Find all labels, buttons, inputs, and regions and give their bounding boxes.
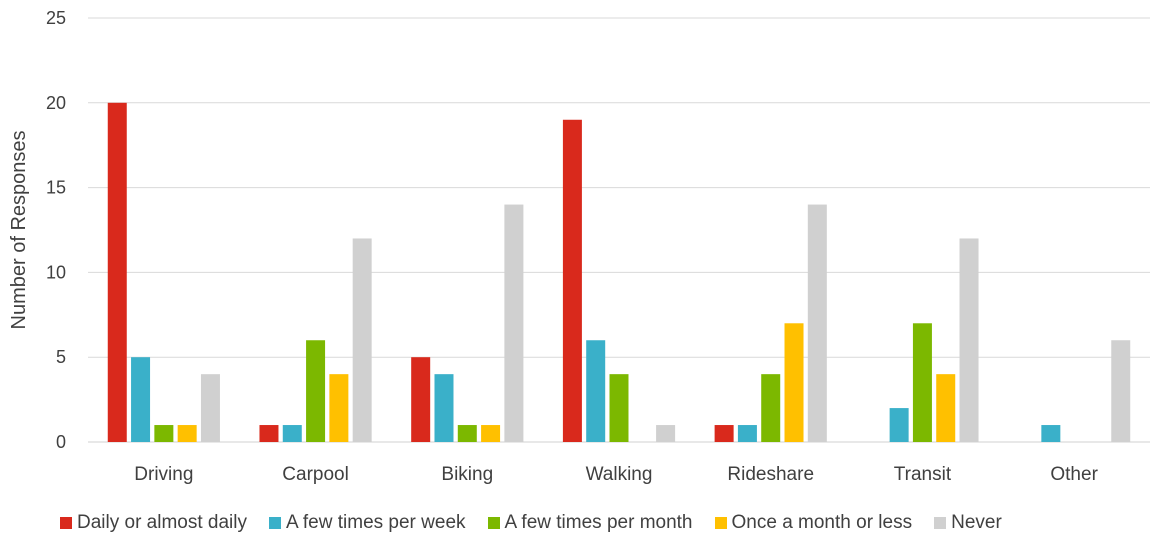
- legend-swatch: [714, 517, 727, 529]
- legend-swatch: [487, 517, 500, 529]
- bar-carpool-series-4: [329, 374, 349, 442]
- bar-driving-series-4: [177, 425, 197, 442]
- x-tick-label: Biking: [441, 464, 493, 485]
- y-axis-title: Number of Responses: [8, 131, 30, 330]
- y-tick-label: 25: [46, 8, 66, 28]
- bar-walking-series-1: [562, 119, 582, 442]
- bar-carpool-series-1: [259, 425, 279, 442]
- x-tick-label: Carpool: [282, 464, 349, 485]
- bar-rideshare-series-4: [784, 323, 804, 442]
- legend-swatch: [60, 517, 72, 529]
- bar-rideshare-series-2: [737, 425, 757, 442]
- bar-biking-series-2: [434, 374, 454, 442]
- bar-transit-series-2: [889, 408, 909, 442]
- bar-biking-series-5: [504, 204, 524, 442]
- legend-label: Once a month or less: [731, 512, 913, 533]
- x-tick-label: Rideshare: [727, 464, 814, 485]
- bar-driving-series-1: [107, 102, 127, 443]
- bar-carpool-series-5: [352, 238, 372, 442]
- bar-transit-series-3: [912, 323, 932, 442]
- bar-walking-series-3: [609, 374, 629, 442]
- legend-label: Never: [951, 512, 1002, 533]
- bar-driving-series-3: [154, 425, 174, 442]
- y-tick-label: 20: [46, 93, 66, 113]
- bar-rideshare-series-5: [807, 204, 827, 442]
- y-tick-label: 15: [46, 178, 66, 198]
- bar-walking-series-5: [656, 425, 676, 442]
- legend-label: A few times per week: [286, 512, 466, 533]
- legend-item: A few times per week: [269, 512, 466, 534]
- bar-transit-series-5: [959, 238, 979, 442]
- bar-chart: 0 5 10 15 20 25 Number of Responses Driving Carp…: [8, 8, 1150, 485]
- legend-item: Never: [934, 512, 1002, 534]
- bar-rideshare-series-3: [761, 374, 781, 442]
- x-tick-label: Walking: [586, 464, 653, 485]
- legend-item: A few times per month: [487, 512, 693, 534]
- bar-driving-series-2: [131, 357, 151, 442]
- legend-swatch: [269, 517, 281, 529]
- bar-biking-series-1: [411, 357, 431, 442]
- y-tick-label: 5: [56, 347, 66, 367]
- bar-other-series-5: [1111, 340, 1131, 442]
- bar-carpool-series-2: [282, 425, 302, 442]
- bar-transit-series-4: [936, 374, 956, 442]
- y-tick-label: 10: [46, 262, 66, 282]
- x-tick-label: Other: [1050, 464, 1098, 485]
- legend-label: A few times per month: [504, 512, 693, 533]
- legend-label: Daily or almost daily: [77, 512, 247, 533]
- x-tick-label: Driving: [134, 464, 193, 485]
- legend-item: Once a month or less: [714, 512, 913, 534]
- bar-driving-series-5: [200, 374, 220, 442]
- bar-walking-series-2: [586, 340, 606, 442]
- bar-rideshare-series-1: [714, 425, 734, 442]
- bar-other-series-2: [1041, 425, 1061, 442]
- x-tick-label: Transit: [894, 464, 952, 485]
- legend: Daily or almost daily A few times per wee…: [60, 512, 1150, 534]
- bar-biking-series-3: [457, 425, 477, 442]
- bar-biking-series-4: [481, 425, 501, 442]
- y-tick-label: 0: [56, 432, 66, 452]
- bar-carpool-series-3: [306, 340, 326, 442]
- legend-item: Daily or almost daily: [60, 512, 247, 534]
- legend-swatch: [934, 517, 947, 529]
